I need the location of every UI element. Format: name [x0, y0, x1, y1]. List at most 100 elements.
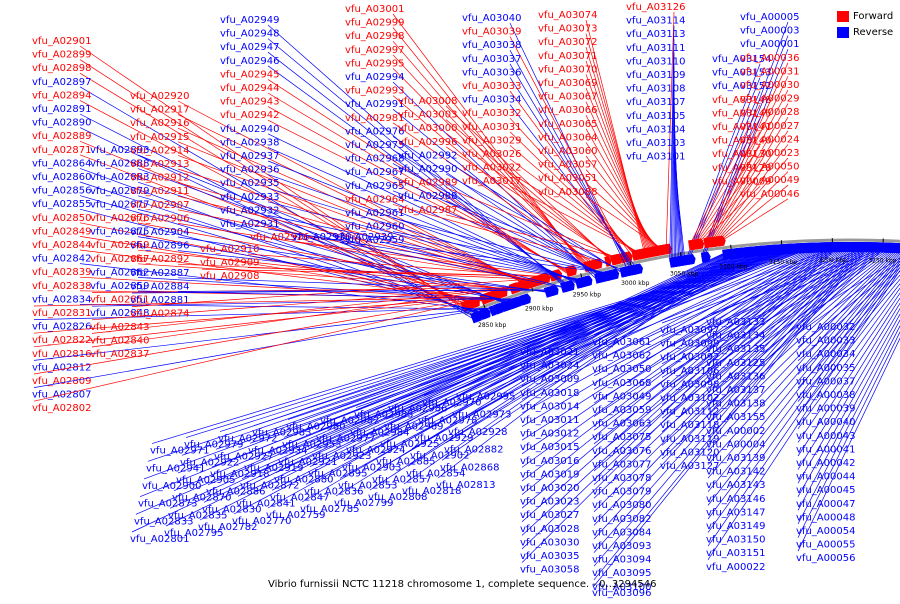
gene-label: vfu_A03136: [706, 371, 765, 382]
gene-label: vfu_A02850: [32, 213, 91, 224]
gene-label: vfu_A00005: [740, 12, 799, 23]
gene-label: vfu_A00032: [796, 322, 855, 333]
gene-label: vfu_A02860: [32, 172, 91, 183]
gene-label: vfu_A03040: [462, 13, 521, 24]
gene-label: vfu_A03073: [538, 24, 597, 35]
gene-label: vfu_A03110: [626, 56, 685, 67]
gene-label: vfu_A03012: [520, 429, 579, 440]
gene-label: vfu_A02946: [220, 56, 279, 67]
gene-label: vfu_A03037: [462, 54, 521, 65]
gene-label: vfu_A03088: [538, 187, 597, 198]
gene-label: vfu_A03114: [626, 16, 685, 27]
legend: Forward Reverse: [837, 8, 900, 40]
gene-label: vfu_A03066: [538, 105, 597, 116]
gene-label: vfu_A02993: [345, 86, 404, 97]
gene-label: vfu_A02843: [90, 322, 149, 333]
gene-label: vfu_A00049: [740, 175, 799, 186]
gene-label: vfu_A03001: [345, 4, 404, 15]
gene-label: vfu_A00004: [706, 439, 765, 450]
gene-label: vfu_A00042: [796, 458, 855, 469]
gene-label: vfu_A03113: [626, 29, 685, 40]
gene-label: vfu_A03018: [520, 388, 579, 399]
legend-swatch-reverse: [837, 27, 849, 38]
gene-label: vfu_A03021: [520, 347, 579, 358]
gene-label: vfu_A02935: [220, 178, 279, 189]
gene-label: vfu_A00029: [740, 94, 799, 105]
gene-label: vfu_A03063: [592, 419, 651, 430]
gene-label: vfu_A03030: [520, 537, 579, 548]
gene-label: vfu_A03057: [538, 160, 597, 171]
gene-label: vfu_A02937: [220, 151, 279, 162]
gene-label: vfu_A03147: [706, 507, 765, 518]
gene-label: vfu_A02940: [220, 124, 279, 135]
gene-label: vfu_A03135: [706, 344, 765, 355]
gene-label: vfu_A03026: [462, 149, 521, 160]
position-tick-label: 3100 kbp: [719, 264, 747, 271]
gene-label: vfu_A02868: [440, 462, 499, 473]
gene-label: vfu_A00031: [740, 66, 799, 77]
gene-label: vfu_A02990: [398, 164, 457, 175]
position-tick-label: 3250 kbp: [868, 258, 896, 265]
gene-label: vfu_A02936: [220, 165, 279, 176]
gene-label: vfu_A02839: [32, 267, 91, 278]
gene-label: vfu_A02837: [90, 349, 149, 360]
gene-label: vfu_A03000: [398, 123, 457, 134]
gene-label: vfu_A02964: [345, 194, 404, 205]
gene-label: vfu_A03082: [592, 514, 651, 525]
gene-label: vfu_A02887: [130, 268, 189, 279]
gene-label: vfu_A02899: [32, 50, 91, 61]
gene-label: vfu_A02995: [345, 58, 404, 69]
gene-label: vfu_A03084: [592, 527, 651, 538]
gene-label: vfu_A03064: [538, 132, 597, 143]
gene-label: vfu_A02920: [130, 91, 189, 102]
gene-label: vfu_A02965: [345, 181, 404, 192]
gene-label: vfu_A02992: [398, 150, 457, 161]
gene-label: vfu_A03016: [520, 456, 579, 467]
gene-label: vfu_A03051: [538, 173, 597, 184]
position-tick-label: 2850 kbp: [478, 322, 506, 329]
gene-label: vfu_A02908: [200, 271, 259, 282]
gene-label: vfu_A03101: [626, 152, 685, 163]
gene-label: vfu_A02822: [32, 335, 91, 346]
gene-label: vfu_A02981: [345, 113, 404, 124]
gene-label: vfu_A03104: [626, 124, 685, 135]
gene-label: vfu_A02896: [130, 241, 189, 252]
gene-label: vfu_A02898: [32, 63, 91, 74]
gene-label: vfu_A02884: [130, 281, 189, 292]
gene-label: vfu_A02907: [130, 200, 189, 211]
gene-label: vfu_A00027: [740, 121, 799, 132]
gene-label: vfu_A00036: [740, 53, 799, 64]
gene-label: vfu_A00030: [740, 80, 799, 91]
gene-label: vfu_A02989: [398, 178, 457, 189]
gene-label: vfu_A02938: [220, 137, 279, 148]
gene-label: vfu_A00001: [740, 39, 799, 50]
gene-label: vfu_A02961: [345, 208, 404, 219]
gene-label: vfu_A00055: [796, 540, 855, 551]
gene-label: vfu_A03034: [462, 95, 521, 106]
position-tick: [680, 252, 681, 256]
gene-label: vfu_A02849: [32, 226, 91, 237]
gene-label: vfu_A02994: [345, 72, 404, 83]
gene-label: vfu_A02892: [130, 254, 189, 265]
position-tick-label: 3200 kbp: [819, 257, 847, 264]
gene-label: vfu_A03049: [592, 391, 651, 402]
gene-label: vfu_A02844: [32, 240, 91, 251]
gene-label: vfu_A03103: [626, 138, 685, 149]
gene-label: vfu_A00002: [706, 426, 765, 437]
gene-label: vfu_A02997: [345, 45, 404, 56]
gene-label: vfu_A02942: [220, 110, 279, 121]
gene-label: vfu_A02960: [345, 222, 404, 233]
gene-label: vfu_A02840: [90, 335, 149, 346]
gene-label: vfu_A00024: [740, 134, 799, 145]
gene-label: vfu_A02856: [32, 186, 91, 197]
gene-label: vfu_A03125: [706, 358, 765, 369]
gene-leader-line: [393, 218, 610, 274]
gene-label: vfu_A02988: [398, 191, 457, 202]
gene-label: vfu_A02911: [130, 186, 189, 197]
gene-label: vfu_A03009: [520, 374, 579, 385]
gene-label: vfu_A03111: [626, 43, 685, 54]
gene-label: vfu_A03146: [706, 494, 765, 505]
gene-label: vfu_A00023: [740, 148, 799, 159]
gene-label: vfu_A03003: [398, 110, 457, 121]
